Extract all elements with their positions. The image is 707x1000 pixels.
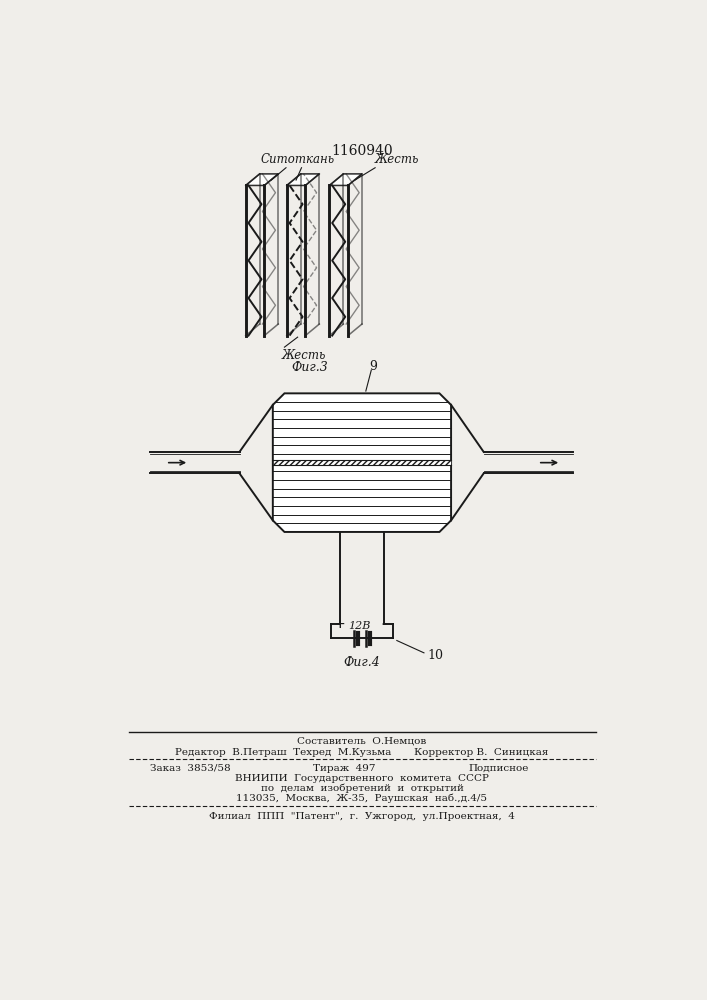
Text: +: + <box>335 618 346 631</box>
Text: Составитель  О.Немцов: Составитель О.Немцов <box>298 737 426 746</box>
Text: 10: 10 <box>428 649 444 662</box>
Text: 1160940: 1160940 <box>331 144 393 158</box>
Polygon shape <box>329 174 362 185</box>
Text: по  делам  изобретений  и  открытий: по делам изобретений и открытий <box>260 784 463 793</box>
Text: Фиг.4: Фиг.4 <box>344 656 380 669</box>
Text: Ситоткань: Ситоткань <box>261 153 334 166</box>
Text: 12В: 12В <box>349 621 370 631</box>
Polygon shape <box>246 174 279 185</box>
Bar <box>273 460 451 465</box>
Text: Заказ  3853/58: Заказ 3853/58 <box>151 764 231 773</box>
Text: 9: 9 <box>370 360 378 373</box>
Text: Редактор  В.Петраш  Техред  М.Кузьма       Корректор В.  Синицкая: Редактор В.Петраш Техред М.Кузьма Коррек… <box>175 748 549 757</box>
Polygon shape <box>273 393 451 532</box>
Text: Филиал  ППП  "Патент",  г.  Ужгород,  ул.Проектная,  4: Филиал ППП "Патент", г. Ужгород, ул.Прое… <box>209 812 515 821</box>
Text: Жесть: Жесть <box>375 153 419 166</box>
Text: 113035,  Москва,  Ж-35,  Раушская  наб.,д.4/5: 113035, Москва, Ж-35, Раушская наб.,д.4/… <box>236 794 487 803</box>
Text: Тираж  497: Тираж 497 <box>313 764 375 773</box>
Text: ВНИИПИ  Государственного  комитета  СССР: ВНИИПИ Государственного комитета СССР <box>235 774 489 783</box>
Text: Фиг.3: Фиг.3 <box>291 361 327 374</box>
Polygon shape <box>287 174 320 185</box>
Text: Подписное: Подписное <box>468 764 529 773</box>
Text: -: - <box>381 618 386 631</box>
Text: Жесть: Жесть <box>282 349 327 362</box>
